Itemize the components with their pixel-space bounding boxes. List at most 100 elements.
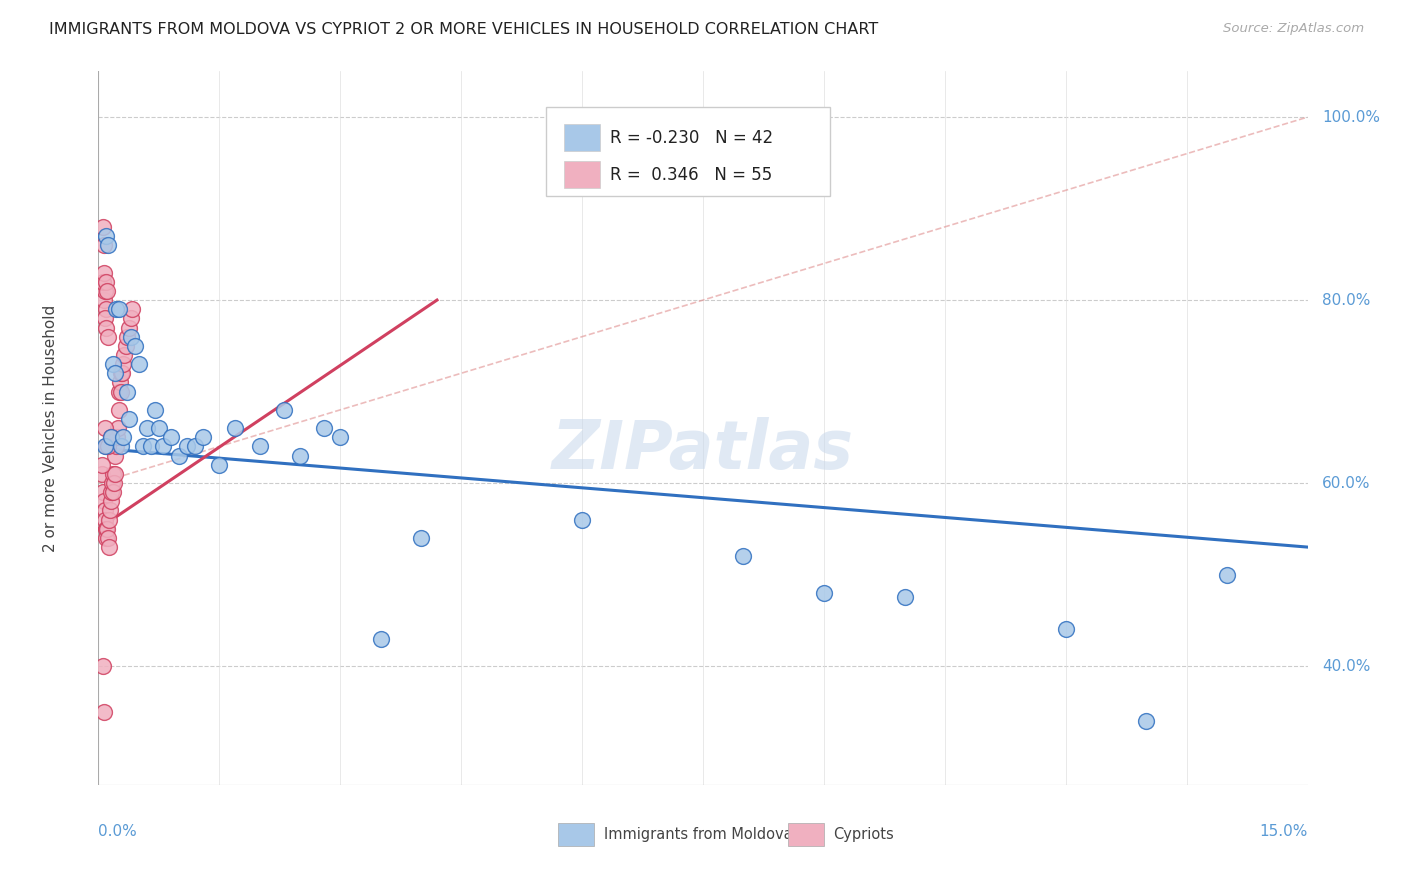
FancyBboxPatch shape — [564, 161, 600, 188]
Point — [128, 357, 150, 371]
Point — [124, 339, 146, 353]
Point — [105, 440, 128, 454]
Point — [103, 476, 125, 491]
Point — [111, 357, 134, 371]
Point — [208, 458, 231, 472]
Point — [120, 311, 142, 326]
Point — [160, 430, 183, 444]
Point — [118, 412, 141, 426]
Point — [93, 293, 115, 307]
Point — [91, 219, 114, 234]
FancyBboxPatch shape — [546, 107, 830, 196]
Point — [118, 320, 141, 334]
Text: IMMIGRANTS FROM MOLDOVA VS CYPRIOT 2 OR MORE VEHICLES IN HOUSEHOLD CORRELATION C: IMMIGRANTS FROM MOLDOVA VS CYPRIOT 2 OR … — [49, 22, 879, 37]
Point — [104, 449, 127, 463]
Point — [101, 357, 124, 371]
Point — [93, 494, 115, 508]
Text: 60.0%: 60.0% — [1322, 475, 1371, 491]
Point — [91, 467, 114, 481]
Point — [108, 376, 131, 390]
Point — [96, 284, 118, 298]
Point — [91, 275, 114, 289]
Point — [94, 275, 117, 289]
Point — [107, 302, 129, 317]
Point — [111, 430, 134, 444]
Point — [97, 238, 120, 252]
Text: 80.0%: 80.0% — [1322, 293, 1371, 308]
Point — [273, 402, 295, 417]
Point — [94, 513, 117, 527]
Point — [103, 366, 125, 380]
Point — [94, 284, 117, 298]
Point — [167, 449, 190, 463]
Point — [96, 302, 118, 317]
Point — [224, 421, 246, 435]
Point — [96, 440, 118, 454]
Point — [101, 467, 124, 481]
Point — [100, 430, 122, 444]
Point — [93, 705, 115, 719]
Point — [98, 503, 121, 517]
Point — [103, 467, 125, 481]
Point — [96, 320, 118, 334]
Point — [314, 421, 336, 435]
Text: 15.0%: 15.0% — [1260, 824, 1308, 839]
Text: 2 or more Vehicles in Household: 2 or more Vehicles in Household — [42, 304, 58, 552]
Point — [101, 485, 124, 500]
Point — [143, 402, 166, 417]
Text: R = -0.230   N = 42: R = -0.230 N = 42 — [610, 128, 773, 146]
Point — [93, 238, 115, 252]
Text: 40.0%: 40.0% — [1322, 658, 1371, 673]
Point — [110, 440, 132, 454]
Point — [176, 440, 198, 454]
Point — [114, 339, 136, 353]
Text: Cypriots: Cypriots — [834, 827, 894, 842]
Point — [105, 302, 128, 317]
Point — [91, 458, 114, 472]
Point — [135, 421, 157, 435]
Point — [148, 421, 170, 435]
Point — [115, 384, 138, 399]
Point — [100, 494, 122, 508]
Point — [91, 659, 114, 673]
Text: Source: ZipAtlas.com: Source: ZipAtlas.com — [1223, 22, 1364, 36]
Point — [1054, 623, 1077, 637]
Point — [121, 302, 143, 317]
Point — [409, 531, 432, 545]
Point — [193, 430, 215, 444]
Point — [94, 522, 117, 536]
Point — [97, 440, 120, 454]
Point — [97, 513, 120, 527]
Point — [733, 549, 755, 564]
Point — [110, 366, 132, 380]
Point — [112, 348, 135, 362]
Point — [288, 449, 311, 463]
Text: R =  0.346   N = 55: R = 0.346 N = 55 — [610, 166, 772, 184]
Point — [97, 540, 120, 554]
Point — [132, 440, 155, 454]
Point — [107, 402, 129, 417]
Point — [96, 531, 118, 545]
Point — [101, 476, 124, 491]
Point — [370, 632, 392, 646]
Point — [94, 503, 117, 517]
Text: 0.0%: 0.0% — [98, 824, 138, 839]
Point — [105, 430, 128, 444]
Point — [111, 366, 134, 380]
Point — [94, 440, 117, 454]
FancyBboxPatch shape — [564, 124, 600, 152]
Point — [1216, 567, 1239, 582]
Point — [120, 329, 142, 343]
Text: 100.0%: 100.0% — [1322, 110, 1381, 125]
Point — [139, 440, 162, 454]
Point — [893, 591, 915, 605]
Point — [100, 485, 122, 500]
Point — [249, 440, 271, 454]
Point — [93, 266, 115, 280]
Point — [329, 430, 352, 444]
Text: ZIPatlas: ZIPatlas — [553, 417, 853, 483]
Point — [94, 311, 117, 326]
Point — [94, 421, 117, 435]
Point — [97, 329, 120, 343]
Point — [107, 421, 129, 435]
